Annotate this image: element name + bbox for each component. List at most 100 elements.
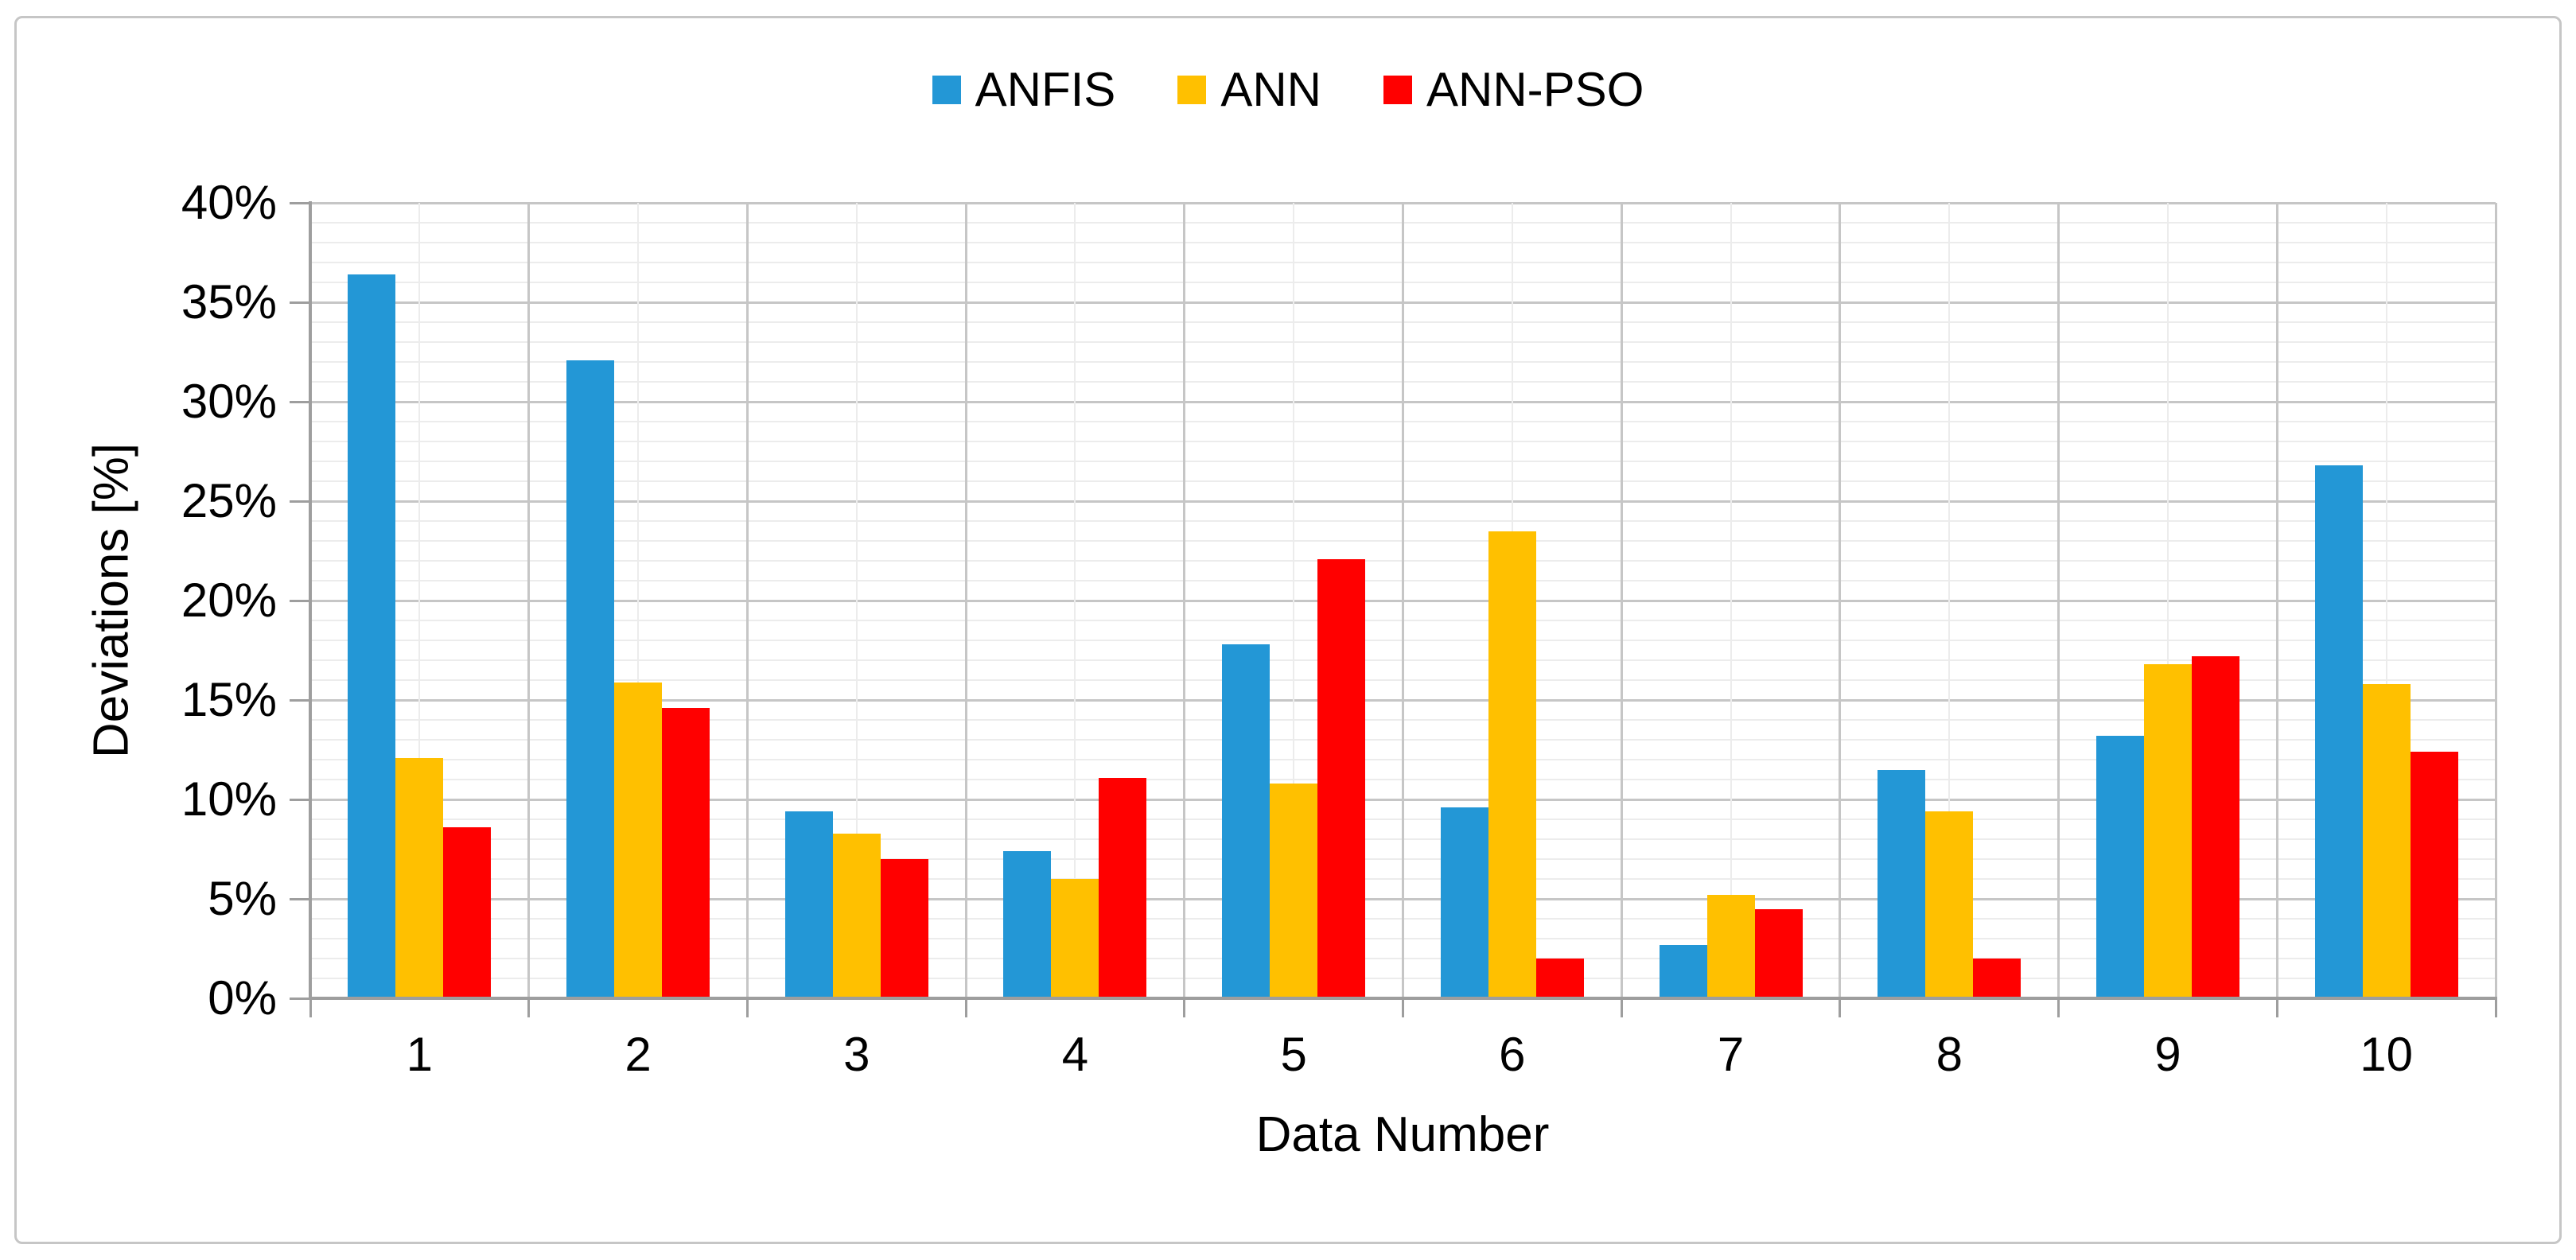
x-axis-tick-labels: 1 2 3 4 5 6 7 8 9 10 [310, 1031, 2496, 1087]
minor-gridline-vertical [855, 203, 858, 998]
bar-anfis-cat1 [348, 274, 396, 998]
y-axis-tick-mark [290, 897, 310, 900]
bar-anfis-cat4 [1003, 851, 1052, 998]
x-tick-label-4: 4 [1061, 1028, 1089, 1081]
minor-gridline-vertical [2385, 203, 2387, 998]
x-axis-tick-mark [1839, 998, 1842, 1017]
minor-gridline-vertical [637, 203, 640, 998]
bar-ann-cat5 [1270, 784, 1318, 998]
x-tick-label-9: 9 [2154, 1028, 2181, 1081]
x-tick-label-5: 5 [1280, 1028, 1307, 1081]
y-tick-label-30pct: 30% [181, 375, 277, 428]
major-gridline-vertical [964, 203, 967, 998]
y-tick-label-25pct: 25% [181, 474, 277, 527]
bar-anfis-cat7 [1659, 944, 1707, 998]
bar-anfis-cat8 [1878, 769, 1926, 998]
x-axis-tick-mark [309, 998, 312, 1017]
y-axis-tick-mark [290, 599, 310, 602]
y-tick-label-35pct: 35% [181, 275, 277, 329]
legend-label-anfis: ANFIS [975, 63, 1116, 116]
bar-ann-cat1 [395, 757, 444, 998]
legend-item-ann-pso: ANN-PSO [1383, 66, 1644, 114]
legend-marker-ann-pso-icon [1383, 76, 1412, 104]
x-axis-tick-mark [2057, 998, 2060, 1017]
bar-anfis-cat9 [2095, 736, 2144, 998]
major-gridline-vertical [2494, 203, 2497, 998]
x-tick-label-10: 10 [2360, 1028, 2414, 1081]
legend-item-ann: ANN [1177, 66, 1321, 114]
x-axis-tick-mark [1183, 998, 1186, 1017]
x-tick-label-3: 3 [843, 1028, 870, 1081]
bar-ann-cat4 [1051, 879, 1099, 998]
bar-ann-cat2 [614, 682, 663, 998]
bar-anfis-cat3 [784, 811, 833, 998]
y-tick-label-20pct: 20% [181, 574, 277, 627]
minor-gridline-vertical [418, 203, 421, 998]
y-axis-tick-mark [290, 301, 310, 304]
y-tick-label-0pct: 0% [208, 971, 277, 1025]
bar-anfis-cat10 [2314, 465, 2363, 998]
legend-marker-ann-icon [1177, 76, 1207, 104]
y-tick-label-10pct: 10% [181, 772, 277, 826]
x-axis-tick-mark [964, 998, 967, 1017]
y-axis-line [309, 201, 312, 1000]
plot-area [290, 201, 2497, 1017]
bar-anfis-cat6 [1440, 807, 1488, 998]
minor-gridline-vertical [2166, 203, 2169, 998]
bar-anfis-cat5 [1222, 644, 1270, 998]
y-axis-tick-mark [290, 500, 310, 503]
y-tick-label-5pct: 5% [208, 872, 277, 925]
bar-anfis-cat2 [566, 360, 615, 998]
legend: ANFIS ANN ANN-PSO [0, 62, 2576, 118]
bar-ann-cat7 [1706, 895, 1755, 998]
x-axis-tick-mark [1620, 998, 1623, 1017]
x-axis-tick-mark [2275, 998, 2278, 1017]
minor-gridline-vertical [1948, 203, 1951, 998]
minor-gridline-vertical [1074, 203, 1076, 998]
legend-item-anfis: ANFIS [932, 63, 1116, 116]
x-axis-tick-mark [1402, 998, 1404, 1017]
x-tick-label-8: 8 [1936, 1028, 1963, 1081]
y-axis-tick-mark [290, 400, 310, 403]
bar-ann-pso-cat8 [1973, 959, 2021, 998]
major-gridline-vertical [1183, 203, 1186, 998]
major-gridline-vertical [2275, 203, 2278, 998]
minor-gridline-vertical [1730, 203, 1732, 998]
bar-ann-cat8 [1925, 811, 1974, 998]
y-axis-tick-labels: 0% 5% 10% 15% 20% 25% 30% 35% 40% [0, 179, 277, 1022]
x-tick-label-7: 7 [1717, 1028, 1745, 1081]
legend-label-ann: ANN [1220, 63, 1321, 116]
x-axis-title: Data Number [1255, 1107, 1550, 1162]
major-gridline-vertical [745, 203, 749, 998]
bar-ann-pso-cat2 [662, 708, 710, 998]
y-axis-tick-mark [290, 698, 310, 702]
bar-ann-pso-cat10 [2410, 752, 2458, 998]
bar-ann-cat3 [832, 833, 881, 998]
minor-gridline-vertical [1293, 203, 1295, 998]
x-axis-tick-mark [527, 998, 531, 1017]
major-gridline-vertical [1402, 203, 1404, 998]
major-gridline-vertical [2057, 203, 2060, 998]
legend-marker-anfis-icon [932, 76, 961, 104]
bar-ann-pso-cat1 [443, 827, 492, 998]
bar-ann-cat6 [1488, 531, 1536, 998]
major-gridline-vertical [1839, 203, 1842, 998]
x-tick-label-1: 1 [406, 1028, 434, 1081]
x-axis-tick-mark [2494, 998, 2497, 1017]
bar-ann-cat10 [2362, 684, 2411, 998]
bar-ann-pso-cat4 [1099, 777, 1147, 998]
bar-ann-pso-cat5 [1317, 558, 1366, 998]
bar-ann-cat9 [2143, 664, 2192, 998]
x-tick-label-2: 2 [625, 1028, 652, 1081]
major-gridline-vertical [527, 203, 531, 998]
y-axis-tick-mark [290, 201, 310, 204]
bar-ann-pso-cat3 [880, 859, 928, 998]
y-axis-tick-mark [290, 798, 310, 801]
y-tick-label-40pct: 40% [181, 176, 277, 229]
bar-ann-pso-cat7 [1754, 908, 1803, 998]
bar-ann-pso-cat9 [2191, 656, 2239, 998]
y-tick-label-15pct: 15% [181, 673, 277, 726]
bar-ann-pso-cat6 [1535, 959, 1584, 998]
major-gridline-vertical [1620, 203, 1623, 998]
